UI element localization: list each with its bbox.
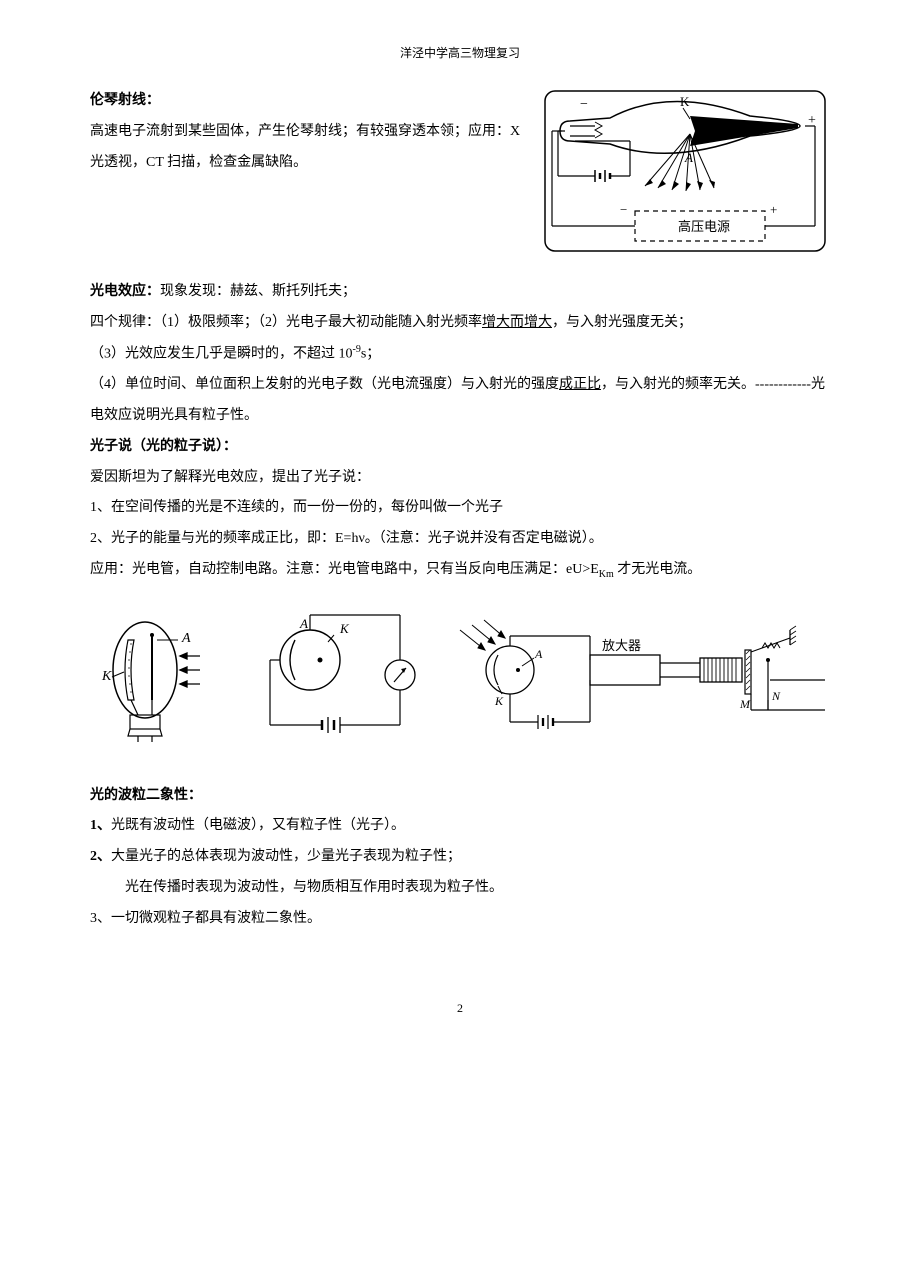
- rule-1-2: 四个规律：（1）极限频率；（2）光电子最大初动能随入射光频率增大而增大，与入射光…: [90, 308, 830, 339]
- duality-1: 1、光既有波动性（电磁波），又有粒子性（光子）。: [90, 811, 830, 842]
- label-k: K: [680, 94, 690, 109]
- photon-p1: 爱因斯坦为了解释光电效应，提出了光子说：: [90, 463, 830, 494]
- rule-underline-1: 增大而增大: [482, 315, 552, 330]
- label-M: M: [739, 697, 751, 711]
- xray-tube-diagram: K A: [540, 86, 830, 269]
- page-header: 洋泾中学高三物理复习: [90, 40, 830, 66]
- d2-num: 2、: [90, 849, 111, 864]
- rule-4: （4）单位时间、单位面积上发射的光电子数（光电流强度）与入射光的强度成正比，与入…: [90, 370, 830, 432]
- photon-p4a: 应用：光电管，自动控制电路。注意：光电管电路中，只有当反向电压满足：eU>E: [90, 562, 599, 577]
- small-K: K: [494, 694, 504, 708]
- small-A: A: [534, 647, 543, 661]
- phototube-circuit-diagram: A K A K A K: [90, 600, 830, 763]
- photon-p2: 1、在空间传播的光是不连续的，而一份一份的，每份叫做一个光子: [90, 493, 830, 524]
- tube-A: A: [181, 631, 191, 646]
- photoelectric-title: 光电效应：: [90, 284, 160, 299]
- rule4-u: 成正比: [559, 377, 601, 392]
- d1-num: 1、: [90, 818, 111, 833]
- rule-intro: 四个规律：（1）极限频率；（2）光电子最大初动能随入射光频率: [90, 315, 482, 330]
- page-number: 2: [90, 995, 830, 1021]
- photoelectric-discovery: 现象发现：赫兹、斯托列托夫；: [160, 284, 356, 299]
- photoelectric-heading: 光电效应：现象发现：赫兹、斯托列托夫；: [90, 277, 830, 308]
- photon-p3: 2、光子的能量与光的频率成正比，即：E=hν。（注意：光子说并没有否定电磁说）。: [90, 524, 830, 555]
- photon-theory-title: 光子说（光的粒子说）：: [90, 439, 237, 454]
- rule3-b: s；: [361, 346, 380, 361]
- d1-body: 光既有波动性（电磁波），又有粒子性（光子）。: [111, 818, 405, 833]
- rule4-a: （4）单位时间、单位面积上发射的光电子数（光电流强度）与入射光的强度: [90, 377, 559, 392]
- rule3-a: （3）光效应发生几乎是瞬时的，不超过 10: [90, 346, 353, 361]
- rule3-exp: -9: [353, 344, 361, 355]
- d2-body: 大量光子的总体表现为波动性，少量光子表现为粒子性；: [111, 849, 461, 864]
- rule-tail-1: ，与入射光强度无关；: [552, 315, 692, 330]
- duality-2: 2、大量光子的总体表现为波动性，少量光子表现为粒子性；: [90, 842, 830, 873]
- amplifier-label: 放大器: [602, 638, 641, 653]
- photon-p4b: 才无光电流。: [614, 562, 702, 577]
- section-title-xray: 伦琴射线：: [90, 93, 160, 108]
- duality-2b: 光在传播时表现为波动性，与物质相互作用时表现为粒子性。: [90, 873, 830, 904]
- plus-2: +: [770, 202, 777, 217]
- circ-K: K: [339, 621, 350, 636]
- minus-2: −: [620, 202, 627, 217]
- duality-title: 光的波粒二象性：: [90, 788, 202, 803]
- tube-K: K: [101, 669, 112, 684]
- hv-label: 高压电源: [678, 219, 730, 234]
- photon-p4: 应用：光电管，自动控制电路。注意：光电管电路中，只有当反向电压满足：eU>EKm…: [90, 555, 830, 586]
- duality-3: 3、一切微观粒子都具有波粒二象性。: [90, 904, 830, 935]
- circ-A: A: [299, 616, 308, 631]
- photon-p4-sub: Km: [599, 569, 614, 580]
- rule-3: （3）光效应发生几乎是瞬时的，不超过 10-9s；: [90, 339, 830, 370]
- minus-1: −: [580, 97, 588, 112]
- label-N: N: [771, 689, 781, 703]
